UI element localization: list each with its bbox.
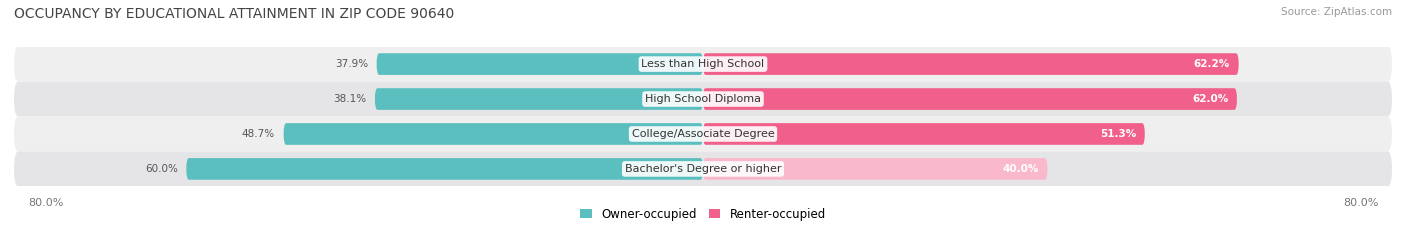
FancyBboxPatch shape [375,88,703,110]
Text: 62.2%: 62.2% [1194,59,1230,69]
FancyBboxPatch shape [703,88,1237,110]
FancyBboxPatch shape [284,123,703,145]
Text: Source: ZipAtlas.com: Source: ZipAtlas.com [1281,7,1392,17]
Text: 37.9%: 37.9% [335,59,368,69]
Text: College/Associate Degree: College/Associate Degree [631,129,775,139]
FancyBboxPatch shape [703,123,1144,145]
Text: 51.3%: 51.3% [1099,129,1136,139]
Text: Bachelor's Degree or higher: Bachelor's Degree or higher [624,164,782,174]
Text: High School Diploma: High School Diploma [645,94,761,104]
FancyBboxPatch shape [14,47,1392,82]
FancyBboxPatch shape [703,158,1047,180]
Text: 38.1%: 38.1% [333,94,367,104]
FancyBboxPatch shape [14,151,1392,186]
FancyBboxPatch shape [14,116,1392,151]
Text: 80.0%: 80.0% [28,198,63,208]
FancyBboxPatch shape [377,53,703,75]
Text: OCCUPANCY BY EDUCATIONAL ATTAINMENT IN ZIP CODE 90640: OCCUPANCY BY EDUCATIONAL ATTAINMENT IN Z… [14,7,454,21]
Text: 62.0%: 62.0% [1192,94,1229,104]
Text: Less than High School: Less than High School [641,59,765,69]
Text: 60.0%: 60.0% [145,164,177,174]
FancyBboxPatch shape [703,53,1239,75]
Legend: Owner-occupied, Renter-occupied: Owner-occupied, Renter-occupied [575,203,831,225]
Text: 48.7%: 48.7% [242,129,276,139]
FancyBboxPatch shape [186,158,703,180]
Text: 80.0%: 80.0% [1343,198,1378,208]
FancyBboxPatch shape [14,82,1392,116]
Text: 40.0%: 40.0% [1002,164,1039,174]
